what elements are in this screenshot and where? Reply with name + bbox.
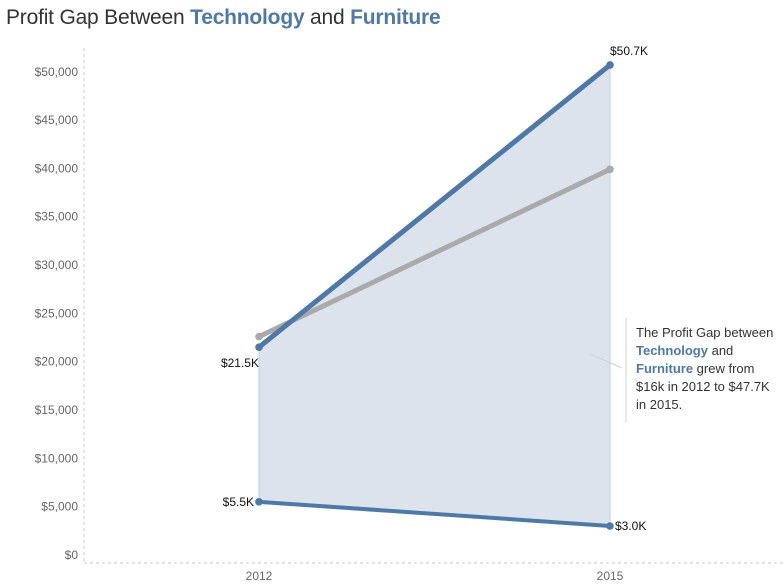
- y-tick-label: $15,000: [35, 403, 79, 417]
- chart-marks: [255, 61, 614, 530]
- furniture-2012-label: $5.5K: [223, 495, 254, 509]
- furniture-point: [606, 522, 614, 530]
- y-tick-label: $40,000: [35, 161, 79, 175]
- y-tick-label: $30,000: [35, 258, 79, 272]
- technology-2012-label: $21.5K: [221, 356, 259, 370]
- title-middle: and: [304, 6, 351, 29]
- furniture-line: [257, 499, 612, 529]
- y-tick-label: $20,000: [35, 355, 79, 369]
- annotation-connector: [589, 353, 623, 369]
- furniture-2015-label: $3.0K: [615, 519, 646, 533]
- technology-2015-label: $50.7K: [610, 44, 648, 58]
- title-prefix: Profit Gap Between: [6, 6, 191, 29]
- annotation-technology: Technology: [636, 343, 708, 358]
- x-tick-label: 2012: [246, 569, 273, 583]
- y-tick-label: $5,000: [41, 500, 78, 514]
- technology-point: [255, 343, 263, 352]
- furniture-point: [255, 498, 263, 506]
- average-point: [606, 165, 614, 174]
- technology-line: [256, 62, 613, 350]
- y-tick-label: $10,000: [35, 451, 79, 465]
- title-technology: Technology: [190, 6, 305, 29]
- annotation-furniture: Furniture: [636, 361, 694, 376]
- y-tick-label: $50,000: [35, 65, 79, 79]
- x-tick-label: 2015: [597, 569, 624, 583]
- annotation-part2: and: [707, 343, 734, 358]
- y-tick-label: $35,000: [35, 210, 79, 224]
- y-tick-label: $25,000: [35, 306, 79, 320]
- annotation-part1: The Profit Gap between: [636, 325, 774, 340]
- profit-gap-area: [258, 63, 611, 527]
- chart-axes: $0 $5,000 $10,000 $15,000 $20,000 $25,000 $30,…: [35, 48, 784, 583]
- average-line: [256, 166, 613, 340]
- annotation-part3: grew from $16k in 2012 to $47.7K in 2015…: [636, 361, 770, 412]
- average-point: [255, 332, 263, 341]
- chart-title: Profit Gap Between Technology and Furnit…: [6, 6, 441, 30]
- annotation-text: The Profit Gap between Technology and Fu…: [636, 324, 776, 414]
- y-tick-label: $45,000: [35, 113, 79, 127]
- title-furniture: Furniture: [350, 6, 441, 29]
- y-tick-label: $0: [65, 548, 79, 562]
- technology-point: [606, 61, 614, 69]
- chart-labels: $21.5K $50.7K $5.5K $3.0K: [221, 44, 648, 533]
